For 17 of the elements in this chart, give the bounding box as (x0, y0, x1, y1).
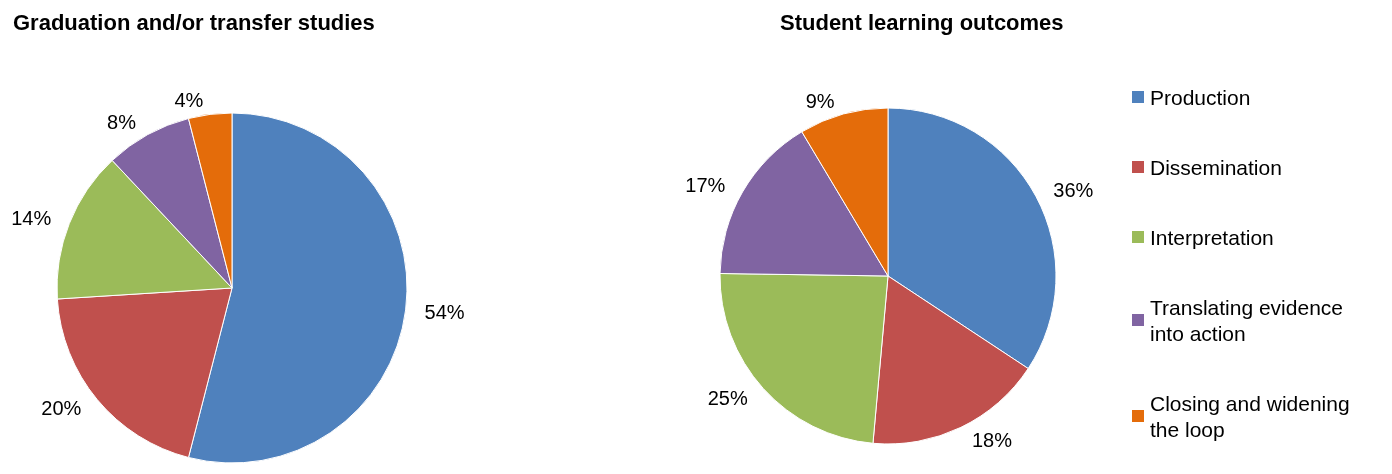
data-label: 18% (971, 428, 1013, 451)
data-label: 54% (424, 300, 465, 323)
data-label: 20% (41, 397, 82, 420)
chart-title: Student learning outcomes (780, 9, 1064, 35)
legend-label: Dissemination (1150, 155, 1282, 179)
legend-label: Production (1150, 85, 1251, 109)
legend-label: Closing and widening the loop (1150, 391, 1356, 441)
data-label: 36% (1053, 178, 1094, 201)
data-label: 9% (805, 89, 835, 112)
data-label: 8% (107, 111, 137, 134)
data-label: 14% (11, 207, 52, 230)
chart-title: Graduation and/or transfer studies (13, 9, 375, 35)
data-label: 4% (174, 89, 204, 112)
legend-label: Interpretation (1150, 225, 1274, 249)
legend-label: Translating evidence into action (1150, 295, 1349, 345)
data-label: 17% (685, 174, 726, 196)
data-label: 25% (707, 386, 748, 409)
